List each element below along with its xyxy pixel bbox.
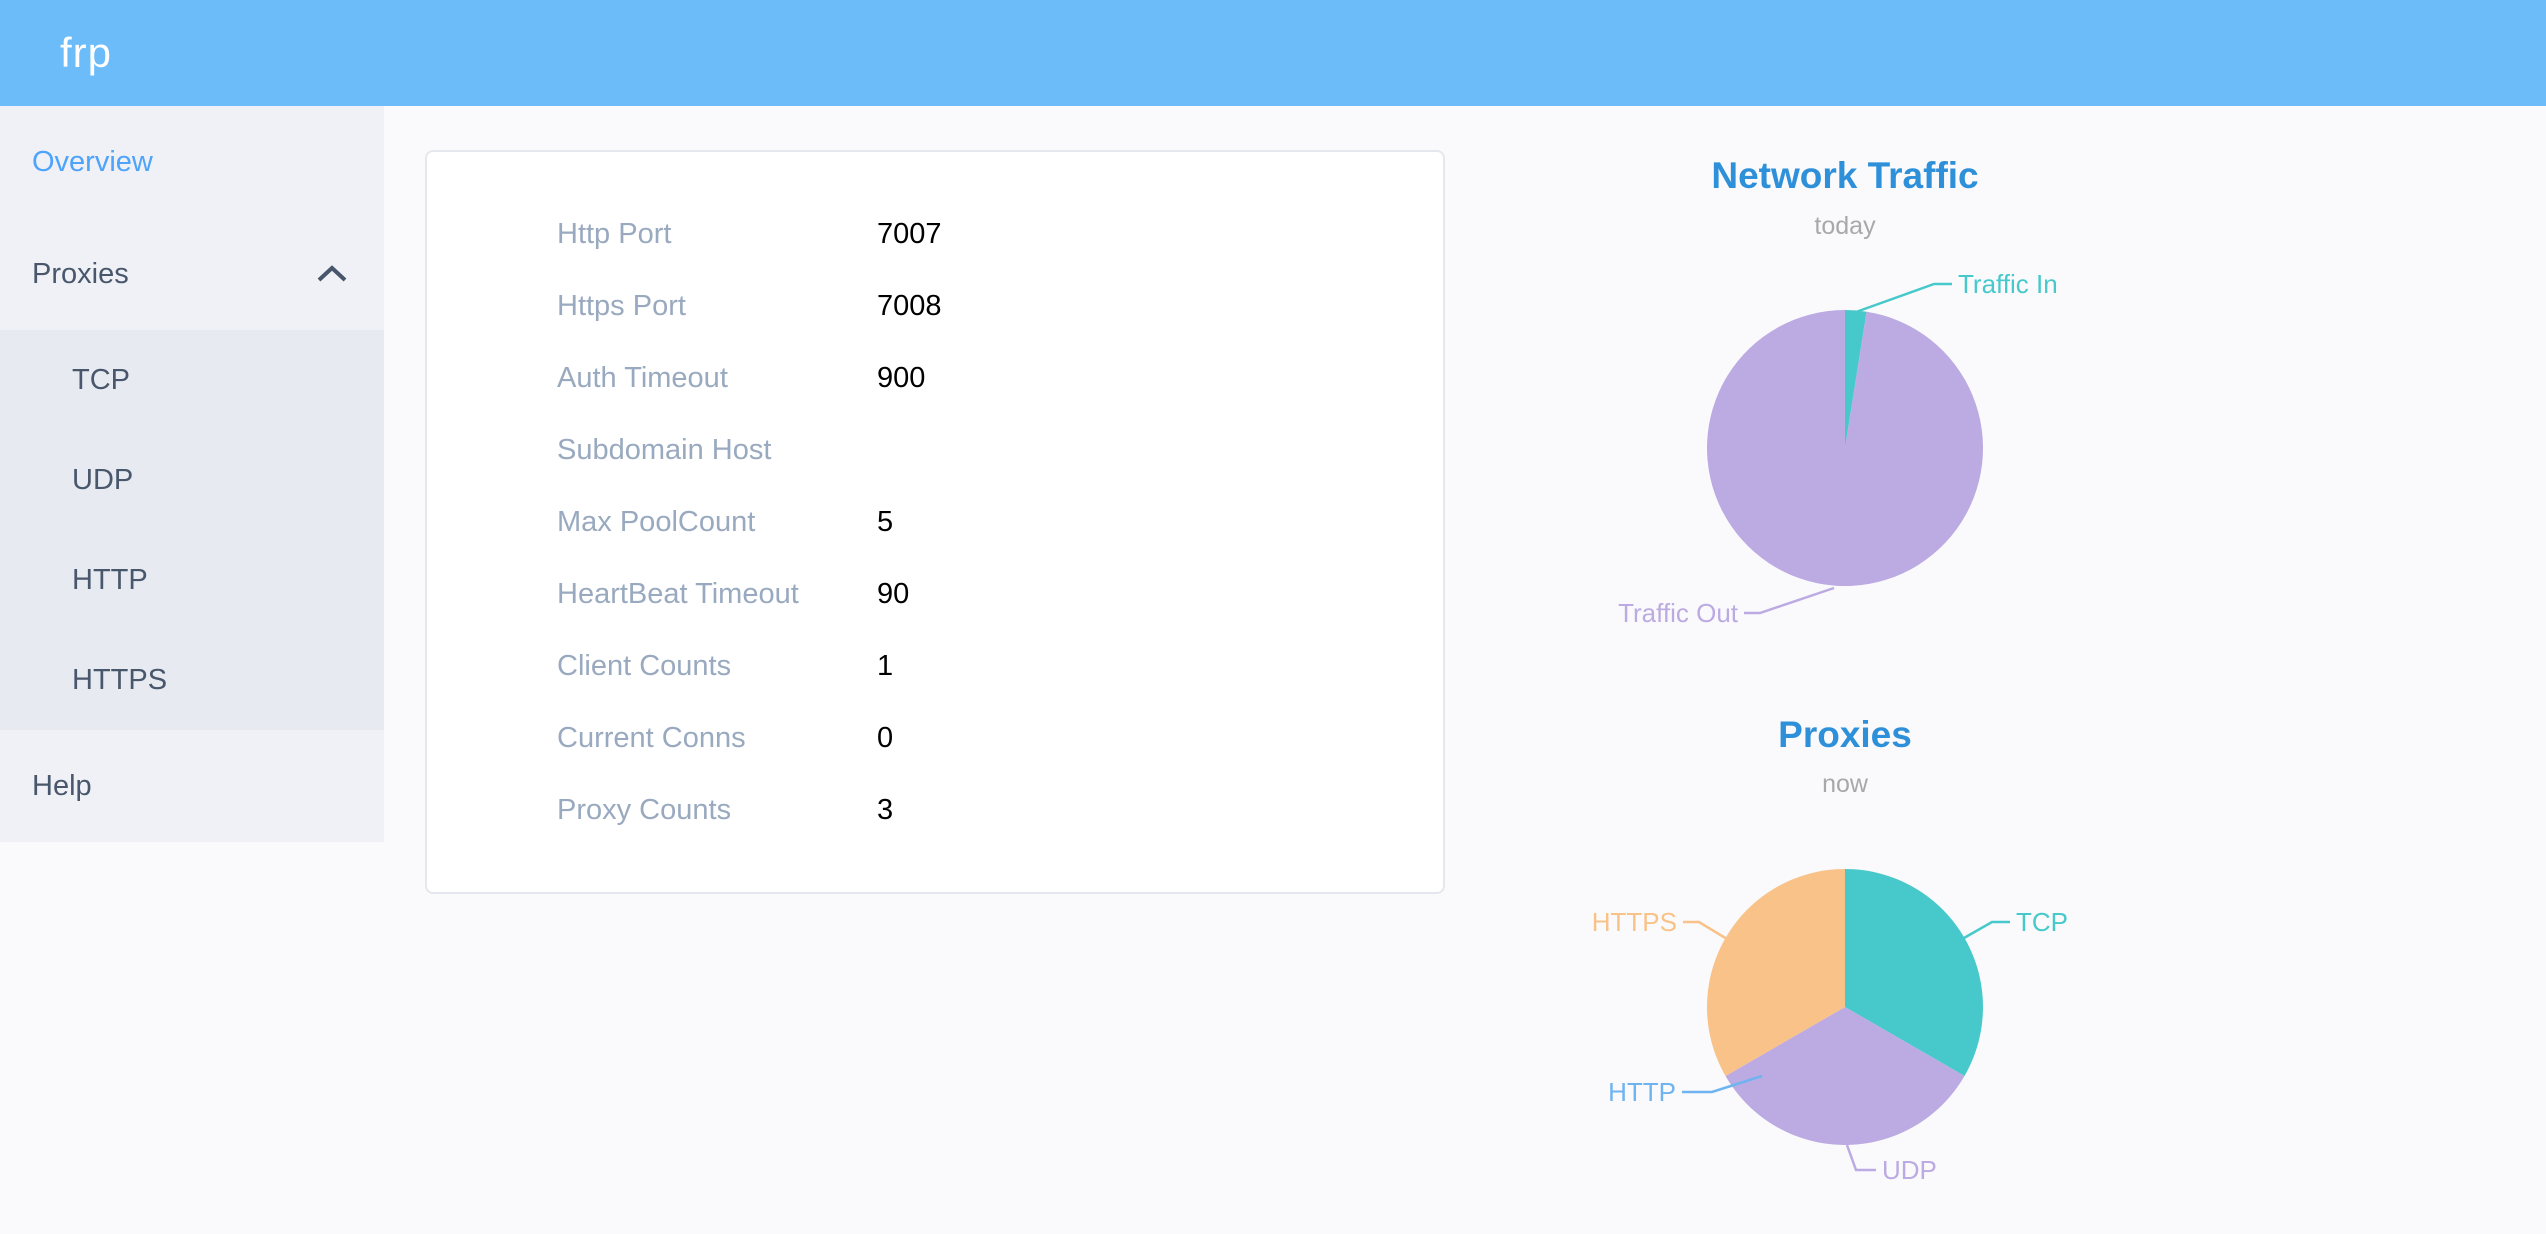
- proxies-subtitle: now: [1822, 770, 1868, 798]
- pie-label-traffic-out: Traffic Out: [1618, 598, 1739, 628]
- pie-label-line-https: [1683, 920, 1728, 941]
- server-info-value: 90: [877, 577, 910, 610]
- chevron-up-icon: [317, 265, 347, 282]
- server-info-label: Client Counts: [557, 649, 732, 682]
- pie-label-udp: UDP: [1882, 1155, 1937, 1185]
- pie-label-tcp: TCP: [2016, 907, 2068, 937]
- server-info-row: Http Port 7007: [427, 198, 1443, 270]
- pie-slice-udp[interactable]: [1725, 1007, 1965, 1145]
- server-info-label: Auth Timeout: [557, 361, 728, 394]
- sidebar-item-udp[interactable]: UDP: [72, 463, 134, 496]
- pie-slice-traffic-out[interactable]: [1707, 310, 1984, 586]
- proxies-chart: TCP UDP HTTP HTTPS: [1592, 869, 2068, 1185]
- server-info-label: Max PoolCount: [557, 505, 756, 538]
- server-info-value: 7008: [877, 289, 942, 322]
- sidebar-item-proxies[interactable]: Proxies: [0, 218, 384, 330]
- app-logo: frp: [60, 29, 113, 76]
- server-info-row: Client Counts 1: [427, 630, 1443, 702]
- server-info-row: Auth Timeout 900: [427, 342, 1443, 414]
- server-info-row: Https Port 7008: [427, 270, 1443, 342]
- server-info-label: Http Port: [557, 217, 672, 250]
- server-info-value: 1: [877, 649, 894, 682]
- pie-label-line-traffic-in: [1855, 282, 1952, 314]
- sidebar-item-http[interactable]: HTTP: [72, 563, 148, 596]
- pie-slice-traffic-in[interactable]: [1845, 310, 1867, 448]
- server-info-label: Proxy Counts: [557, 793, 732, 826]
- pie-slice-https[interactable]: [1707, 869, 1845, 1076]
- server-info-row: HeartBeat Timeout 90: [427, 558, 1443, 630]
- pie-label-http: HTTP: [1608, 1077, 1676, 1107]
- pie-label-traffic-in: Traffic In: [1958, 269, 2058, 299]
- pie-label-https: HTTPS: [1592, 907, 1677, 937]
- app-header: frp: [0, 0, 2546, 106]
- server-info-row: Subdomain Host: [427, 414, 1443, 486]
- sidebar-item-https[interactable]: HTTPS: [72, 663, 168, 696]
- server-info-label: Https Port: [557, 289, 686, 322]
- server-info-value: 0: [877, 721, 894, 754]
- network-traffic-subtitle: today: [1814, 212, 1876, 240]
- pie-label-line-traffic-out: [1744, 586, 1835, 615]
- server-info-card: Http Port 7007 Https Port 7008 Auth Timeout 9…: [425, 150, 1445, 894]
- proxies-title: Proxies: [1778, 714, 1912, 755]
- network-traffic-chart: Traffic In Traffic Out: [1618, 269, 2058, 628]
- server-info-value: 3: [877, 793, 894, 826]
- pie-label-line-udp: [1845, 1144, 1876, 1172]
- pie-label-line-tcp: [1963, 920, 2010, 940]
- server-info-value: 900: [877, 361, 926, 394]
- sidebar-submenu: TCP UDP HTTP HTTPS: [0, 330, 384, 730]
- server-info-row: Current Conns 0: [427, 702, 1443, 774]
- server-info-value: 7007: [877, 217, 942, 250]
- server-info-label: HeartBeat Timeout: [557, 577, 799, 610]
- sidebar-item-tcp[interactable]: TCP: [72, 363, 130, 396]
- network-traffic-title: Network Traffic: [1711, 155, 1979, 196]
- server-info-rows: Http Port 7007 Https Port 7008 Auth Timeout 9…: [427, 198, 1443, 846]
- server-info-row: Max PoolCount 5: [427, 486, 1443, 558]
- pie-label-line-http: [1682, 1074, 1763, 1094]
- server-info-row: Proxy Counts 3: [427, 774, 1443, 846]
- sidebar-item-overview[interactable]: Overview: [32, 145, 153, 178]
- pie-slice-tcp[interactable]: [1845, 869, 1983, 1076]
- sidebar-item-help[interactable]: Help: [32, 769, 92, 802]
- sidebar-item-proxies-label: Proxies: [32, 257, 129, 290]
- sidebar: Overview Proxies TCP UDP HTTP HTTPS Help: [0, 106, 384, 842]
- server-info-label: Subdomain Host: [557, 433, 772, 466]
- server-info-value: 5: [877, 505, 894, 538]
- server-info-label: Current Conns: [557, 721, 746, 754]
